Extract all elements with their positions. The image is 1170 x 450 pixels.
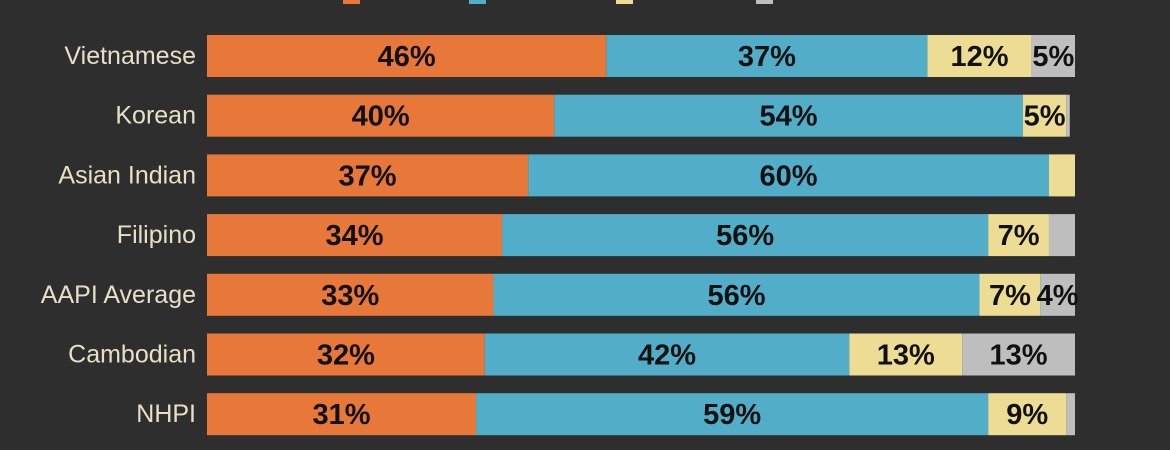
- bar-segment-1: [207, 35, 607, 77]
- data-label: 37%: [339, 160, 397, 192]
- bar-segment-1: [207, 393, 477, 436]
- bar-segment-2: [476, 393, 989, 436]
- legend-swatch-1: [343, 0, 360, 4]
- bar-segment-1: [207, 214, 503, 257]
- data-label: 37%: [738, 41, 796, 73]
- bar-segment-2: [606, 35, 928, 77]
- bar-segment-3: [988, 214, 1049, 257]
- data-label: 40%: [352, 101, 410, 133]
- bar-segment-2: [502, 214, 989, 257]
- bar-segment-2: [484, 333, 850, 376]
- bar-segment-4: [1048, 214, 1075, 257]
- bar-segment-4: [1066, 393, 1075, 436]
- bar-segment-1: [207, 273, 494, 316]
- data-label: 5%: [1024, 101, 1066, 133]
- data-label: 13%: [877, 340, 935, 372]
- bar-segment-3: [1048, 154, 1075, 197]
- bar-segment-2: [493, 273, 980, 316]
- bar-segment-2: [554, 94, 1023, 137]
- legend: [343, 0, 773, 4]
- data-label: 7%: [989, 280, 1031, 312]
- category-label: Vietnamese: [64, 42, 196, 70]
- bar-segment-3: [988, 393, 1067, 436]
- data-label: 31%: [313, 399, 371, 431]
- data-label: 13%: [990, 340, 1048, 372]
- bar-segment-1: [207, 333, 485, 376]
- bar-segment-1: [207, 154, 529, 197]
- bar-segment-3: [927, 35, 1032, 77]
- bar-segment-4: [962, 333, 1075, 376]
- data-label: 34%: [326, 220, 384, 252]
- category-label: AAPI Average: [41, 281, 196, 309]
- bar-segment-3: [1022, 94, 1067, 137]
- data-label: 59%: [703, 399, 761, 431]
- data-label: 7%: [998, 220, 1040, 252]
- data-label: 54%: [760, 101, 818, 133]
- legend-swatch-4: [756, 0, 773, 4]
- bar-segment-2: [528, 154, 1049, 197]
- bar-segment-4: [1031, 35, 1075, 77]
- category-label: Asian Indian: [58, 161, 196, 189]
- category-label: Cambodian: [68, 341, 196, 369]
- category-label: Filipino: [117, 221, 196, 249]
- legend-swatch-3: [616, 0, 633, 4]
- data-label: 56%: [707, 280, 765, 312]
- category-label: NHPI: [136, 400, 196, 428]
- data-label: 9%: [1006, 399, 1048, 431]
- data-label: 42%: [638, 340, 696, 372]
- category-label: Korean: [115, 102, 196, 130]
- bar-segment-3: [979, 273, 1041, 316]
- chart-rows: Vietnamese 46% 37% 12% 5% Korean 40% 54% 5% Asian…: [41, 35, 1079, 436]
- data-label: 46%: [378, 41, 436, 73]
- data-label: 56%: [716, 220, 774, 252]
- data-label: 33%: [321, 280, 379, 312]
- legend-swatch-2: [469, 0, 486, 4]
- data-label: 32%: [317, 340, 375, 372]
- bar-segment-3: [849, 333, 963, 376]
- data-label: 12%: [950, 41, 1008, 73]
- data-label: 4%: [1037, 280, 1079, 312]
- bar-segment-4: [1040, 273, 1075, 316]
- data-label: 60%: [760, 160, 818, 192]
- data-label: 5%: [1032, 41, 1074, 73]
- bar-segment-1: [207, 94, 555, 137]
- bar-segment-4: [1066, 94, 1070, 137]
